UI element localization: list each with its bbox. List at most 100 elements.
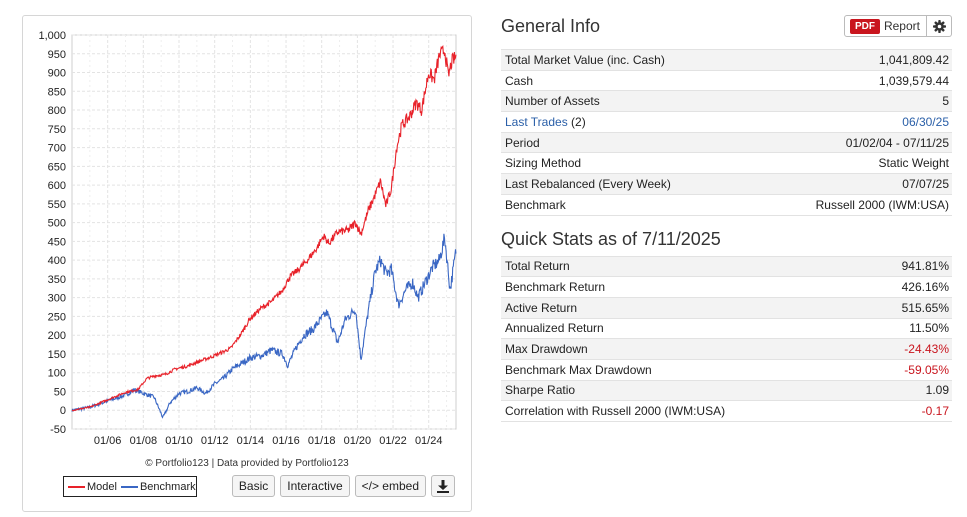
general-info-row: Benchmark Russell 2000 (IWM:USA) <box>501 194 952 216</box>
gear-icon <box>932 19 946 33</box>
general-info-row[interactable]: Last Trades (2) 06/30/25 <box>501 111 952 133</box>
general-info-label-cell: Last Trades (2) <box>501 111 750 133</box>
chart-credit: © Portfolio123 | Data provided by Portfo… <box>145 458 349 469</box>
general-info-label: Sizing Method <box>505 156 582 171</box>
y-tick-label: 150 <box>48 349 66 361</box>
general-info-value[interactable]: 06/30/25 <box>749 111 952 133</box>
y-tick-label: -50 <box>50 424 66 436</box>
x-tick-label: 01/18 <box>308 435 336 447</box>
x-tick-label: 01/10 <box>165 435 193 447</box>
general-info-label: Total Market Value (inc. Cash) <box>505 52 665 67</box>
x-tick-label: 01/14 <box>237 435 265 447</box>
quick-stats-label: Annualized Return <box>505 321 604 336</box>
quick-stats-label: Benchmark Max Drawdown <box>505 362 652 377</box>
legend-label-model: Model <box>87 480 117 493</box>
y-tick-label: 850 <box>48 86 66 98</box>
quick-stats-row: Annualized Return 11.50% <box>501 318 952 340</box>
general-info-label-cell: Number of Assets <box>501 90 750 113</box>
general-info-table: Total Market Value (inc. Cash) 1,041,809.… <box>501 49 952 216</box>
performance-chart: 1,00095090085080075070065060055050045040… <box>38 30 457 447</box>
y-tick-label: 500 <box>48 218 66 230</box>
general-info-label: Period <box>505 135 540 150</box>
quick-stats-label: Active Return <box>505 300 578 315</box>
general-info-value: 1,041,809.42 <box>749 49 952 71</box>
general-info-label-cell: Period <box>501 132 750 154</box>
general-info-row: Total Market Value (inc. Cash) 1,041,809.… <box>501 49 952 71</box>
general-info-value: Russell 2000 (IWM:USA) <box>749 194 952 216</box>
general-info-label: Number of Assets <box>505 94 600 109</box>
quick-stats-value: 426.16% <box>864 276 952 298</box>
y-tick-label: 900 <box>48 68 66 80</box>
quick-stats-label-cell: Benchmark Return <box>501 276 865 298</box>
y-tick-label: 550 <box>48 199 66 211</box>
quick-stats-label-cell: Total Return <box>501 255 865 278</box>
general-info-label: Benchmark <box>505 197 566 212</box>
quick-stats-title: Quick Stats as of 7/11/2025 <box>501 228 721 249</box>
y-tick-label: 650 <box>48 161 66 173</box>
quick-stats-label-cell: Sharpe Ratio <box>501 380 865 402</box>
info-panel: General Info PDF Report <box>501 12 952 422</box>
quick-stats-label-cell: Annualized Return <box>501 318 865 340</box>
y-tick-label: 100 <box>48 368 66 380</box>
plot-area <box>71 34 457 430</box>
general-info-value: Static Weight <box>749 152 952 175</box>
quick-stats-value: -0.17 <box>864 400 952 422</box>
general-info-value: 01/02/04 - 07/11/25 <box>749 132 952 154</box>
quick-stats-row: Max Drawdown -24.43% <box>501 338 952 360</box>
embed-button[interactable]: </> embed <box>354 475 426 497</box>
settings-button[interactable] <box>927 15 952 37</box>
general-info-row: Period 01/02/04 - 07/11/25 <box>501 132 952 154</box>
y-tick-label: 0 <box>60 405 66 417</box>
report-controls: PDF Report <box>843 15 952 37</box>
quick-stats-label: Max Drawdown <box>505 342 588 357</box>
y-tick-label: 700 <box>48 143 66 155</box>
general-info-label-cell: Sizing Method <box>501 152 750 175</box>
x-tick-label: 01/24 <box>415 435 443 447</box>
basic-view-button[interactable]: Basic <box>231 475 276 497</box>
x-tick-label: 01/16 <box>272 435 300 447</box>
general-info-value: 5 <box>749 90 952 113</box>
quick-stats-label-cell: Max Drawdown <box>501 338 865 360</box>
general-info-label: Last Rebalanced (Every Week) <box>505 176 671 191</box>
quick-stats-row: Total Return 941.81% <box>501 255 952 278</box>
legend-label-benchmark: Benchmark <box>139 480 196 493</box>
x-tick-label: 01/06 <box>94 435 122 447</box>
chart-legend: Model Benchmark <box>63 476 197 497</box>
general-info-header: General Info PDF Report <box>501 12 952 40</box>
quick-stats-label-cell: Benchmark Max Drawdown <box>501 359 865 381</box>
quick-stats-row: Sharpe Ratio 1.09 <box>501 380 952 402</box>
quick-stats-row: Correlation with Russell 2000 (IWM:USA) -… <box>501 400 952 422</box>
legend-item-benchmark[interactable]: Benchmark <box>120 480 196 493</box>
quick-stats-row: Benchmark Max Drawdown -59.05% <box>501 359 952 381</box>
quick-stats-value: 11.50% <box>864 318 952 340</box>
legend-item-model[interactable]: Model <box>68 481 117 493</box>
general-info-label-cell: Last Rebalanced (Every Week) <box>501 173 750 195</box>
x-tick-label: 01/08 <box>130 435 158 447</box>
general-info-row: Number of Assets 5 <box>501 90 952 113</box>
legend-swatch-model <box>68 485 85 488</box>
y-tick-label: 800 <box>48 105 66 117</box>
general-info-label[interactable]: Last Trades <box>505 114 568 129</box>
y-tick-label: 300 <box>48 293 66 305</box>
general-info-row: Sizing Method Static Weight <box>501 152 952 175</box>
series-line-model <box>71 45 457 412</box>
interactive-view-button[interactable]: Interactive <box>280 475 350 497</box>
x-tick-label: 01/22 <box>379 435 407 447</box>
quick-stats-value: 941.81% <box>864 255 952 278</box>
y-tick-label: 250 <box>48 311 66 323</box>
general-info-value: 1,039,579.44 <box>749 70 952 92</box>
y-tick-label: 1,000 <box>38 30 66 42</box>
report-label: Report <box>883 19 920 33</box>
pdf-report-button[interactable]: PDF Report <box>843 15 927 37</box>
quick-stats-table: Total Return 941.81% Benchmark Return 426.1… <box>501 255 952 423</box>
y-tick-label: 950 <box>48 49 66 61</box>
quick-stats-row: Active Return 515.65% <box>501 297 952 319</box>
quick-stats-value: 515.65% <box>864 297 952 319</box>
general-info-title: General Info <box>501 16 601 36</box>
legend-swatch-benchmark <box>120 485 138 488</box>
y-tick-label: 350 <box>48 274 66 286</box>
chart-view-buttons: Basic Interactive </> embed <box>231 475 455 497</box>
download-button[interactable] <box>431 475 455 497</box>
quick-stats-label-cell: Correlation with Russell 2000 (IWM:USA) <box>501 400 865 422</box>
general-info-label-cell: Benchmark <box>501 194 750 216</box>
